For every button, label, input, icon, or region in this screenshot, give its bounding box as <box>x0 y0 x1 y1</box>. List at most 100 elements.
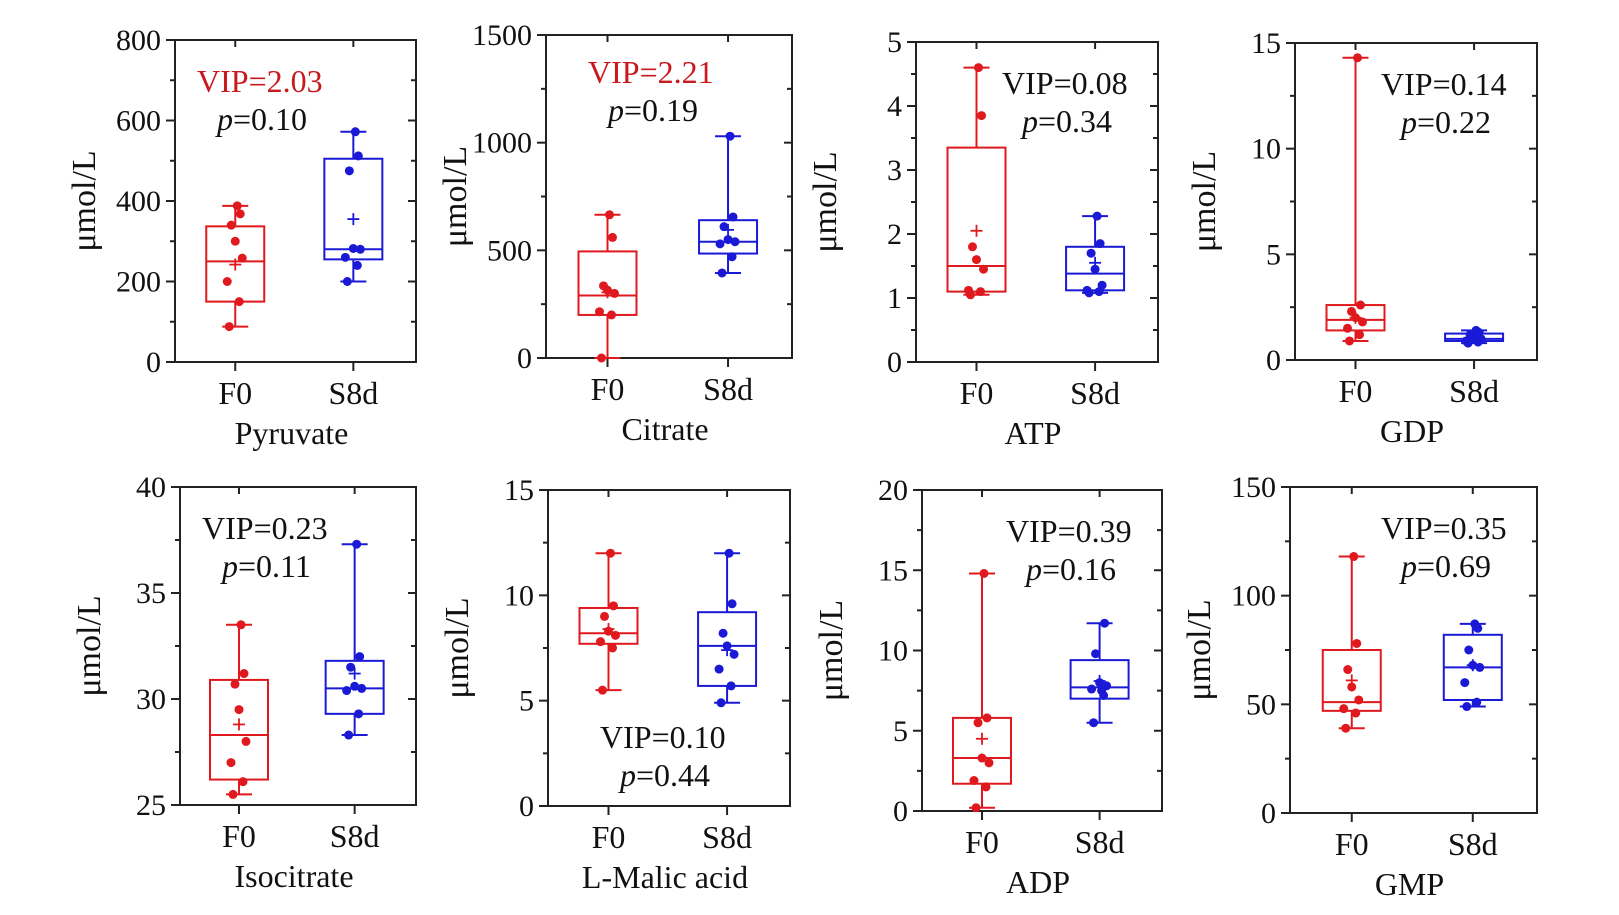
data-point <box>595 307 604 317</box>
series-f0 <box>1325 53 1386 346</box>
data-point <box>355 244 365 254</box>
data-point <box>1089 718 1099 728</box>
x-category-label: S8d <box>1075 824 1125 860</box>
data-point <box>1351 708 1361 718</box>
chart-title: Citrate <box>621 411 708 447</box>
data-point <box>1353 53 1362 63</box>
data-point <box>224 322 234 332</box>
box-iqr <box>209 678 269 781</box>
data-point <box>725 131 735 141</box>
data-point <box>222 277 232 286</box>
x-category-label: F0 <box>591 371 625 407</box>
data-point <box>730 237 740 247</box>
data-point <box>1345 336 1354 346</box>
p-value: =0.34 <box>1038 103 1112 139</box>
data-point <box>982 713 992 723</box>
series-s8d <box>324 539 385 740</box>
data-point <box>1470 619 1480 629</box>
data-point <box>1352 638 1362 648</box>
data-point <box>717 268 727 278</box>
y-axis-label: μmol/L <box>1181 599 1218 700</box>
chart-title: L-Malic acid <box>582 859 748 895</box>
series-f0 <box>578 548 639 695</box>
data-point <box>234 705 244 715</box>
y-tick-label: 2 <box>887 218 902 251</box>
data-point <box>239 669 249 679</box>
p-value: =0.19 <box>624 92 698 128</box>
p-value-annotation: p=0.16 <box>1024 551 1116 587</box>
data-point <box>609 601 618 611</box>
chart-title: ATP <box>1005 415 1062 451</box>
x-category-label: S8d <box>703 371 753 407</box>
data-point <box>718 628 728 638</box>
data-point <box>340 252 350 262</box>
data-point <box>606 548 615 558</box>
p-symbol: p <box>1024 551 1042 587</box>
data-point <box>1090 264 1100 274</box>
y-axis-label: μmol/L <box>66 150 103 251</box>
y-tick-label: 1000 <box>472 127 532 160</box>
data-point <box>226 220 236 230</box>
panel-pyruvate: 0 200 400 600 800 F0 S8d Pyruvate μmol/L VIP=2.03… <box>66 24 417 451</box>
y-tick-label: 150 <box>1231 471 1276 504</box>
data-point <box>979 568 989 578</box>
data-point <box>1341 723 1351 733</box>
y-tick-label: 800 <box>116 24 161 57</box>
data-point <box>1343 665 1353 675</box>
p-value-annotation: p=0.34 <box>1020 103 1112 139</box>
series-s8d <box>1069 618 1130 728</box>
data-point <box>1475 662 1485 672</box>
vip-annotation: VIP=2.21 <box>588 54 714 90</box>
y-tick-label: 10 <box>504 579 534 612</box>
data-point <box>607 310 616 320</box>
data-point <box>234 297 244 307</box>
data-point <box>344 166 354 176</box>
y-axis-label: μmol/L <box>439 597 476 698</box>
data-point <box>974 63 983 73</box>
data-point <box>348 243 358 253</box>
p-symbol: p <box>220 548 238 584</box>
x-category-label: F0 <box>965 824 999 860</box>
box-iqr <box>577 250 638 316</box>
y-tick-label: 0 <box>1261 797 1276 830</box>
panel-citrate: 0 500 1000 1500 F0 S8d Citrate μmol/L VIP=2.21p=… <box>437 19 793 447</box>
y-tick-label: 25 <box>136 789 166 822</box>
p-symbol: p <box>1399 548 1417 584</box>
data-point <box>1339 704 1349 714</box>
y-tick-label: 40 <box>136 471 166 504</box>
p-symbol: p <box>606 92 624 128</box>
y-tick-label: 15 <box>878 554 908 587</box>
data-point <box>1095 239 1105 249</box>
data-point <box>714 664 724 674</box>
x-category-label: F0 <box>1335 826 1369 862</box>
data-point <box>1462 702 1472 712</box>
data-point <box>230 679 240 689</box>
chart-title: ADP <box>1006 864 1070 900</box>
data-point <box>355 652 365 662</box>
x-category-label: F0 <box>218 375 252 411</box>
chart-title: GMP <box>1375 866 1444 902</box>
vip-annotation: VIP=2.03 <box>197 63 323 99</box>
y-tick-label: 200 <box>116 266 161 299</box>
p-value-annotation: p=0.10 <box>215 101 307 137</box>
series-f0 <box>205 201 266 332</box>
y-tick-label: 20 <box>878 474 908 507</box>
data-point <box>226 758 236 768</box>
x-category-label: F0 <box>592 819 626 855</box>
box-iqr <box>1069 659 1130 700</box>
y-tick-label: 5 <box>1266 238 1281 271</box>
data-point <box>610 288 619 298</box>
y-tick-label: 0 <box>517 342 532 375</box>
data-point <box>354 709 364 719</box>
series-s8d <box>1442 619 1503 712</box>
x-category-label: S8d <box>702 819 752 855</box>
y-tick-label: 10 <box>878 635 908 668</box>
y-tick-label: 600 <box>116 105 161 138</box>
y-tick-label: 0 <box>893 795 908 828</box>
data-point <box>976 287 985 297</box>
series-f0 <box>1321 552 1382 733</box>
data-point <box>1097 686 1107 696</box>
data-point <box>1471 325 1481 335</box>
